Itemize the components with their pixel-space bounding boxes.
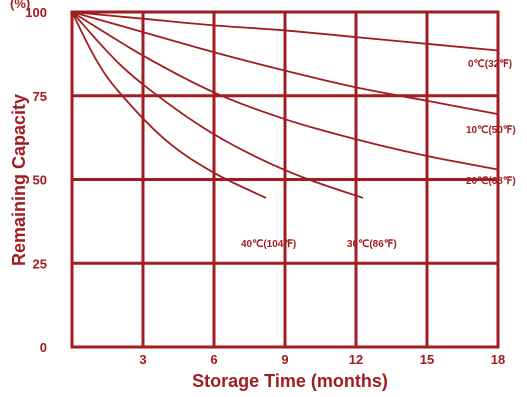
series-label-1: 10℃(50℉) — [466, 125, 516, 136]
series-line-4 — [71, 11, 267, 199]
series-label-4: 40℃(104℉) — [241, 239, 296, 250]
grid — [70, 10, 500, 349]
y-tick-label: 50 — [33, 173, 47, 188]
x-tick-label: 9 — [281, 352, 288, 367]
series-label-2: 20℃(68℉) — [466, 176, 516, 187]
x-tick-label: 6 — [210, 352, 217, 367]
x-tick-label: 12 — [349, 352, 363, 367]
x-tick-label: 18 — [491, 352, 505, 367]
y-tick-label: 75 — [33, 89, 47, 104]
series-line-1 — [71, 11, 499, 116]
tick-labels: 3 6 9 12 15 18 0 25 50 75 100 — [25, 5, 505, 367]
x-tick-label: 3 — [139, 352, 146, 367]
y-tick-label: 100 — [25, 5, 47, 20]
series-line-2 — [71, 11, 499, 171]
y-tick-label: 25 — [33, 256, 47, 271]
series-label-0: 0℃(32℉) — [468, 59, 512, 70]
x-tick-label: 15 — [420, 352, 434, 367]
x-axis-title: Storage Time (months) — [192, 371, 388, 391]
y-unit-label: (%) — [10, 0, 30, 11]
y-tick-label: 0 — [40, 340, 47, 355]
series-lines — [71, 11, 499, 199]
series-line-0 — [71, 11, 499, 52]
series-labels: 0℃(32℉) 10℃(50℉) 20℃(68℉) 30℃(86℉) 40℃(104℉) — [241, 59, 516, 250]
series-label-3: 30℃(86℉) — [347, 239, 397, 250]
series-line-3 — [71, 11, 364, 199]
y-axis-title: Remaining Capacity — [9, 94, 29, 266]
